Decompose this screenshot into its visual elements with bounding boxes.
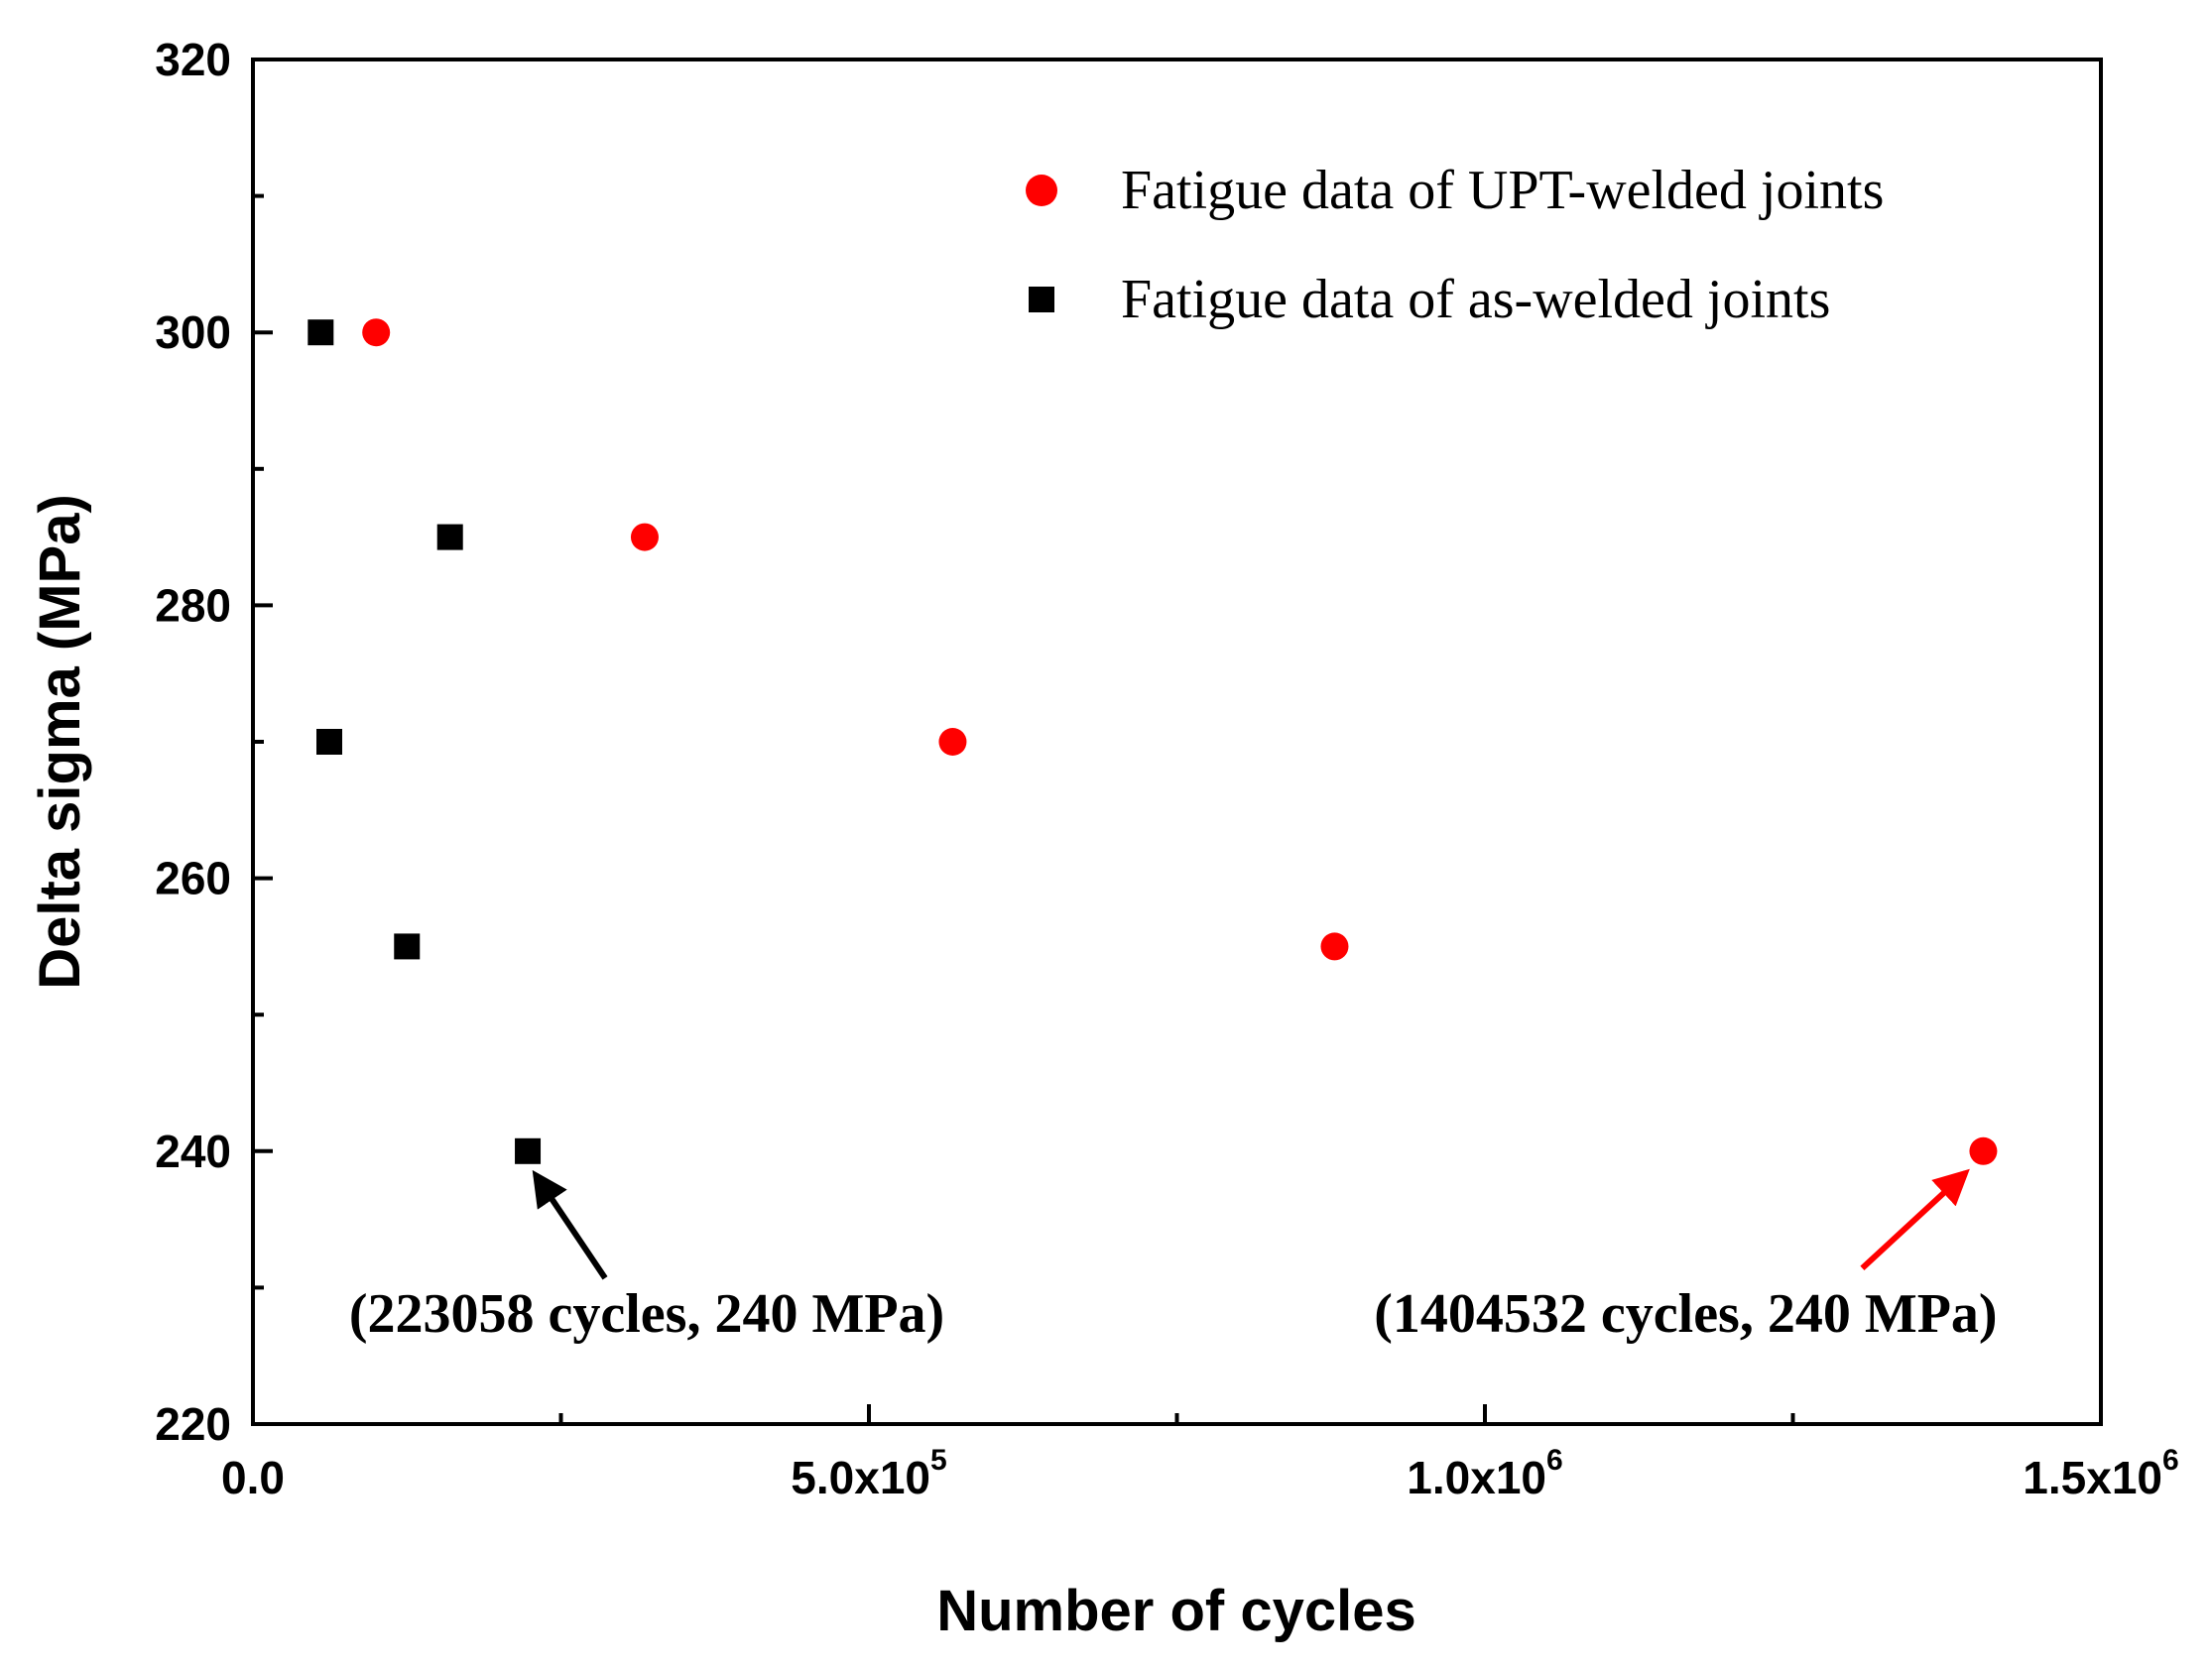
upt-welded-point: [938, 728, 967, 756]
as-welded-point: [394, 933, 421, 960]
legend-label: Fatigue data of as-welded joints: [1121, 269, 1830, 330]
as-welded-point: [307, 319, 334, 346]
upt-welded-point: [1969, 1136, 1998, 1165]
y-axis-title: Delta sigma (MPa): [28, 494, 92, 990]
x-tick-exponent: 6: [2162, 1444, 2179, 1477]
legend-marker-square: [1029, 287, 1054, 312]
x-tick-mantissa: 5.0x10: [791, 1452, 930, 1503]
legend-marker-circle: [1026, 175, 1057, 206]
as-welded-point: [316, 729, 343, 755]
annotation-arrow: [532, 1169, 608, 1280]
x-tick-mantissa: 0.0: [221, 1452, 285, 1503]
y-tick-label: 280: [155, 579, 231, 631]
legend-label: Fatigue data of UPT-welded joints: [1121, 160, 1884, 221]
y-tick-label: 300: [155, 306, 231, 358]
x-axis-title: Number of cycles: [936, 1579, 1416, 1643]
legend: Fatigue data of UPT-welded joints Fatigue…: [1026, 160, 1884, 330]
annotation-label: (223058 cycles, 240 MPa): [349, 1283, 944, 1345]
y-tick-label: 320: [155, 34, 231, 85]
x-tick-mantissa: 1.0x10: [1407, 1452, 1546, 1503]
x-tick-exponent: 6: [1546, 1444, 1563, 1477]
annotation-arrow: [1860, 1168, 1970, 1271]
x-tick-label: 5.0x105: [791, 1444, 946, 1503]
y-tick-label: 240: [155, 1126, 231, 1177]
x-tick-label: 1.0x106: [1407, 1444, 1562, 1503]
annotation-label: (1404532 cycles, 240 MPa): [1374, 1283, 1997, 1345]
y-tick-label: 260: [155, 853, 231, 904]
y-tick-label: 220: [155, 1398, 231, 1450]
upt-welded-point: [362, 318, 391, 347]
x-tick-exponent: 5: [930, 1444, 947, 1477]
x-tick-mantissa: 1.5x10: [2023, 1452, 2162, 1503]
plot-frame: [251, 58, 2103, 1426]
upt-welded-point: [1320, 932, 1349, 961]
upt-welded-point: [630, 523, 659, 551]
as-welded-point: [436, 524, 463, 550]
x-tick-label: 1.5x106: [2023, 1444, 2178, 1503]
x-tick-label: 0.0: [221, 1452, 285, 1503]
as-welded-point: [515, 1137, 542, 1164]
